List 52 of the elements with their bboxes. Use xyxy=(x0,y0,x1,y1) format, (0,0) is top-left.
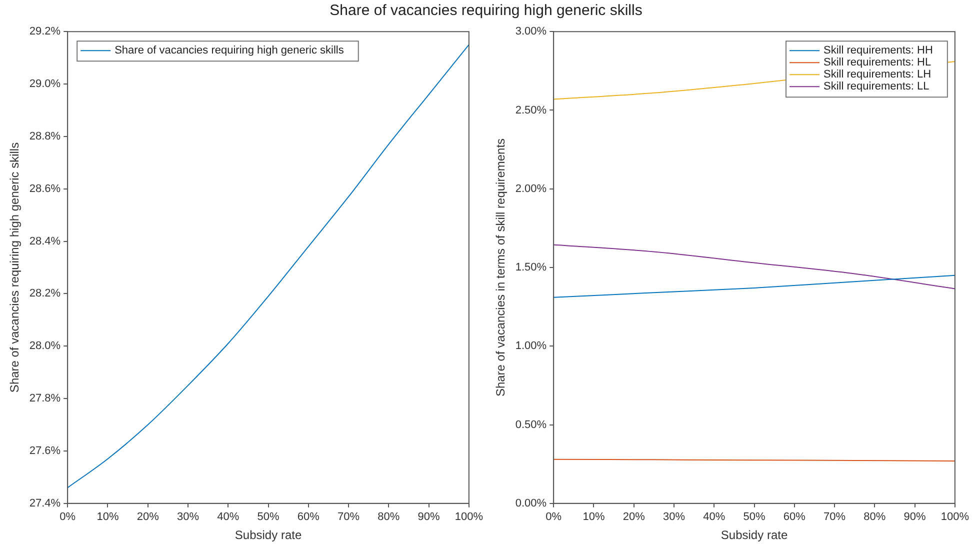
y-tick-label: 1.00% xyxy=(515,340,547,352)
x-tick-label: 40% xyxy=(217,511,240,524)
legend-label: Share of vacancies requiring high generic skills xyxy=(114,44,344,57)
x-tick-label: 80% xyxy=(864,511,886,524)
y-tick-label: 0.00% xyxy=(515,497,547,510)
line-series xyxy=(554,274,955,298)
y-tick-label: 29.2% xyxy=(29,26,61,38)
x-tick-label: 20% xyxy=(136,511,160,524)
x-tick-label: 10% xyxy=(96,511,119,524)
x-tick-label: 40% xyxy=(703,511,726,524)
y-tick-label: 28.2% xyxy=(29,288,61,300)
chart-title: Share of vacancies requiring high generic skills xyxy=(328,1,644,21)
y-tick-label: 27.6% xyxy=(29,445,61,458)
x-tick-label: 100% xyxy=(940,511,970,524)
x-tick-label: 0% xyxy=(60,511,76,524)
x-tick-label: 100% xyxy=(454,511,484,524)
x-tick-label: 70% xyxy=(338,511,360,524)
x-tick-label: 50% xyxy=(257,511,280,524)
legend-label: Skill requirements: HL xyxy=(824,56,932,69)
y-tick-label: 0.50% xyxy=(515,418,547,431)
x-tick-label: 60% xyxy=(297,511,320,524)
y-tick-label: 28.8% xyxy=(29,130,61,142)
y-tick-label: 2.00% xyxy=(515,182,547,195)
x-axis-title: Subsidy rate xyxy=(720,528,788,542)
x-tick-label: 90% xyxy=(904,511,926,524)
x-tick-label: 50% xyxy=(743,511,766,524)
y-tick-label: 2.50% xyxy=(515,104,547,116)
y-axis-title: Share of vacancies in terms of skill requirements xyxy=(494,138,508,397)
x-tick-label: 20% xyxy=(622,511,646,524)
line-series xyxy=(68,44,469,488)
legend-label: Skill requirements: LL xyxy=(824,80,930,93)
x-tick-label: 0% xyxy=(546,511,562,524)
x-tick-label: 30% xyxy=(662,511,686,524)
x-axis-title: Subsidy rate xyxy=(234,528,302,542)
y-tick-label: 27.4% xyxy=(29,497,61,510)
y-tick-label: 27.8% xyxy=(29,392,61,405)
y-tick-label: 29.0% xyxy=(29,78,61,90)
line-series xyxy=(554,244,955,290)
x-tick-label: 60% xyxy=(783,511,806,524)
y-tick-label: 3.00% xyxy=(515,26,547,38)
x-tick-label: 30% xyxy=(176,511,200,524)
y-axis-title: Share of vacancies requiring high generic skills xyxy=(8,142,22,393)
x-tick-label: 90% xyxy=(418,511,440,524)
x-tick-label: 10% xyxy=(582,511,605,524)
y-tick-label: 28.0% xyxy=(29,340,61,352)
legend-label: Skill requirements: LH xyxy=(824,68,932,81)
y-tick-label: 1.50% xyxy=(515,262,547,274)
y-tick-label: 28.6% xyxy=(29,182,61,195)
y-tick-label: 28.4% xyxy=(29,235,61,248)
x-tick-label: 70% xyxy=(824,511,846,524)
legend-label: Skill requirements: HH xyxy=(824,44,933,57)
x-tick-label: 80% xyxy=(378,511,400,524)
